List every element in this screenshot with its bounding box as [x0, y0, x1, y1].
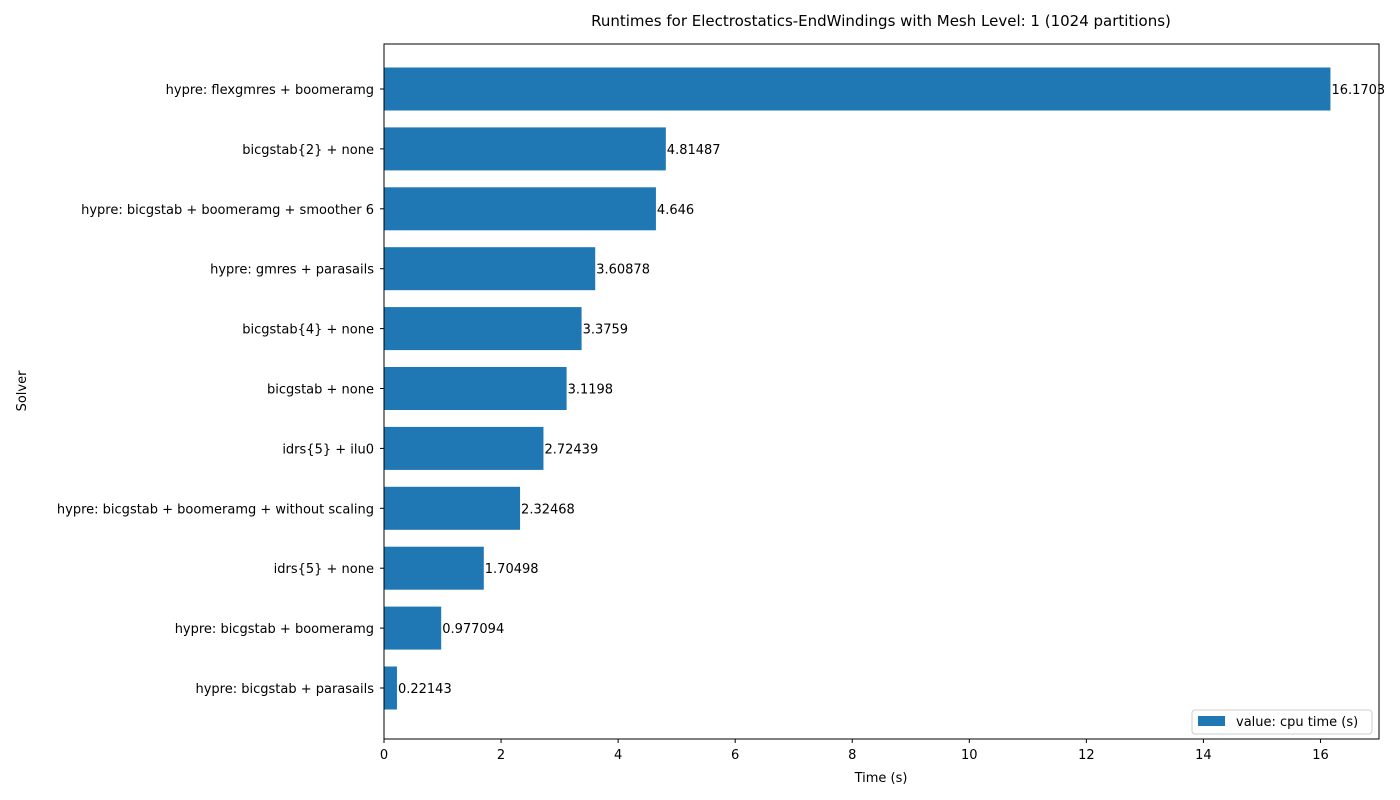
bar: [384, 247, 596, 291]
legend: value: cpu time (s): [1191, 709, 1373, 735]
x-tick-label: 16: [1312, 748, 1329, 763]
bars-layer: [384, 67, 1331, 710]
x-tick-label: 4: [614, 748, 622, 763]
bar: [384, 127, 666, 171]
bar: [384, 666, 397, 710]
data-label: 3.60878: [596, 263, 650, 278]
bar: [384, 426, 544, 470]
bar: [384, 307, 582, 351]
bar: [384, 606, 442, 650]
y-tick-label: bicgstab{2} + none: [242, 143, 374, 158]
data-labels-layer: 16.1703 4.81487 4.646 3.60878 3.3759 3.1198 2.…: [398, 83, 1385, 697]
data-label: 3.3759: [583, 323, 629, 338]
y-tick-label: hypre: bicgstab + parasails: [195, 682, 374, 697]
y-tick-label: idrs{5} + none: [274, 562, 374, 577]
y-tick-label: hypre: gmres + parasails: [210, 263, 374, 278]
legend-label: value: cpu time (s): [1236, 715, 1358, 730]
y-tick-label: hypre: flexgmres + boomeramg: [166, 83, 374, 98]
x-tick-label: 8: [848, 748, 856, 763]
y-axis: hypre: flexgmres + boomeramg bicgstab{2} …: [57, 83, 384, 697]
y-axis-label: Solver: [15, 370, 30, 412]
y-tick-label: bicgstab + none: [267, 383, 374, 398]
data-label: 3.1198: [568, 383, 614, 398]
data-label: 2.72439: [544, 442, 598, 457]
x-tick-label: 14: [1195, 748, 1212, 763]
data-label: 2.32468: [521, 502, 575, 517]
chart-title: Runtimes for Electrostatics-EndWindings …: [591, 12, 1171, 30]
y-tick-label: hypre: bicgstab + boomeramg + without sc…: [57, 502, 374, 517]
x-tick-label: 2: [497, 748, 505, 763]
data-label: 1.70498: [485, 562, 539, 577]
data-label: 4.646: [657, 203, 694, 218]
plot-frame: [383, 43, 1380, 740]
bar: [384, 187, 656, 231]
legend-box: [1191, 709, 1373, 735]
bar: [384, 486, 521, 530]
data-label: 4.81487: [667, 143, 721, 158]
data-label: 0.977094: [442, 622, 504, 637]
y-tick-label: idrs{5} + ilu0: [282, 442, 374, 457]
bar: [384, 546, 484, 590]
x-axis: 0 2 4 6 8 10 12 14 16: [380, 739, 1329, 763]
y-tick-label: hypre: bicgstab + boomeramg + smoother 6: [81, 203, 374, 218]
data-label: 16.1703: [1331, 83, 1385, 98]
y-tick-label: hypre: bicgstab + boomeramg: [175, 622, 374, 637]
bar: [384, 367, 567, 410]
legend-swatch: [1198, 716, 1225, 726]
y-tick-label: bicgstab{4} + none: [242, 323, 374, 338]
bar: [384, 67, 1331, 111]
x-tick-label: 6: [731, 748, 739, 763]
x-tick-label: 12: [1078, 748, 1095, 763]
x-axis-label: Time (s): [854, 771, 908, 786]
x-tick-label: 10: [961, 748, 978, 763]
data-label: 0.22143: [398, 682, 452, 697]
x-tick-label: 0: [380, 748, 388, 763]
